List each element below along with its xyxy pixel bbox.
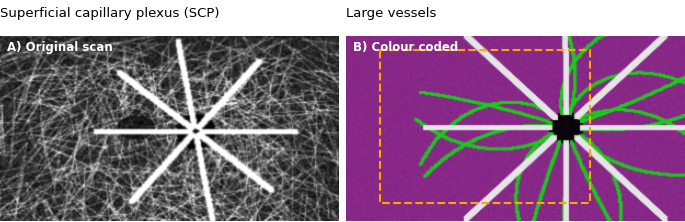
Text: A) Original scan: A) Original scan: [7, 41, 112, 54]
Text: Large vessels: Large vessels: [346, 7, 436, 20]
Bar: [379, 50, 590, 203]
Text: B) Colour coded: B) Colour coded: [353, 41, 458, 54]
Text: Superficial capillary plexus (SCP): Superficial capillary plexus (SCP): [0, 7, 219, 20]
